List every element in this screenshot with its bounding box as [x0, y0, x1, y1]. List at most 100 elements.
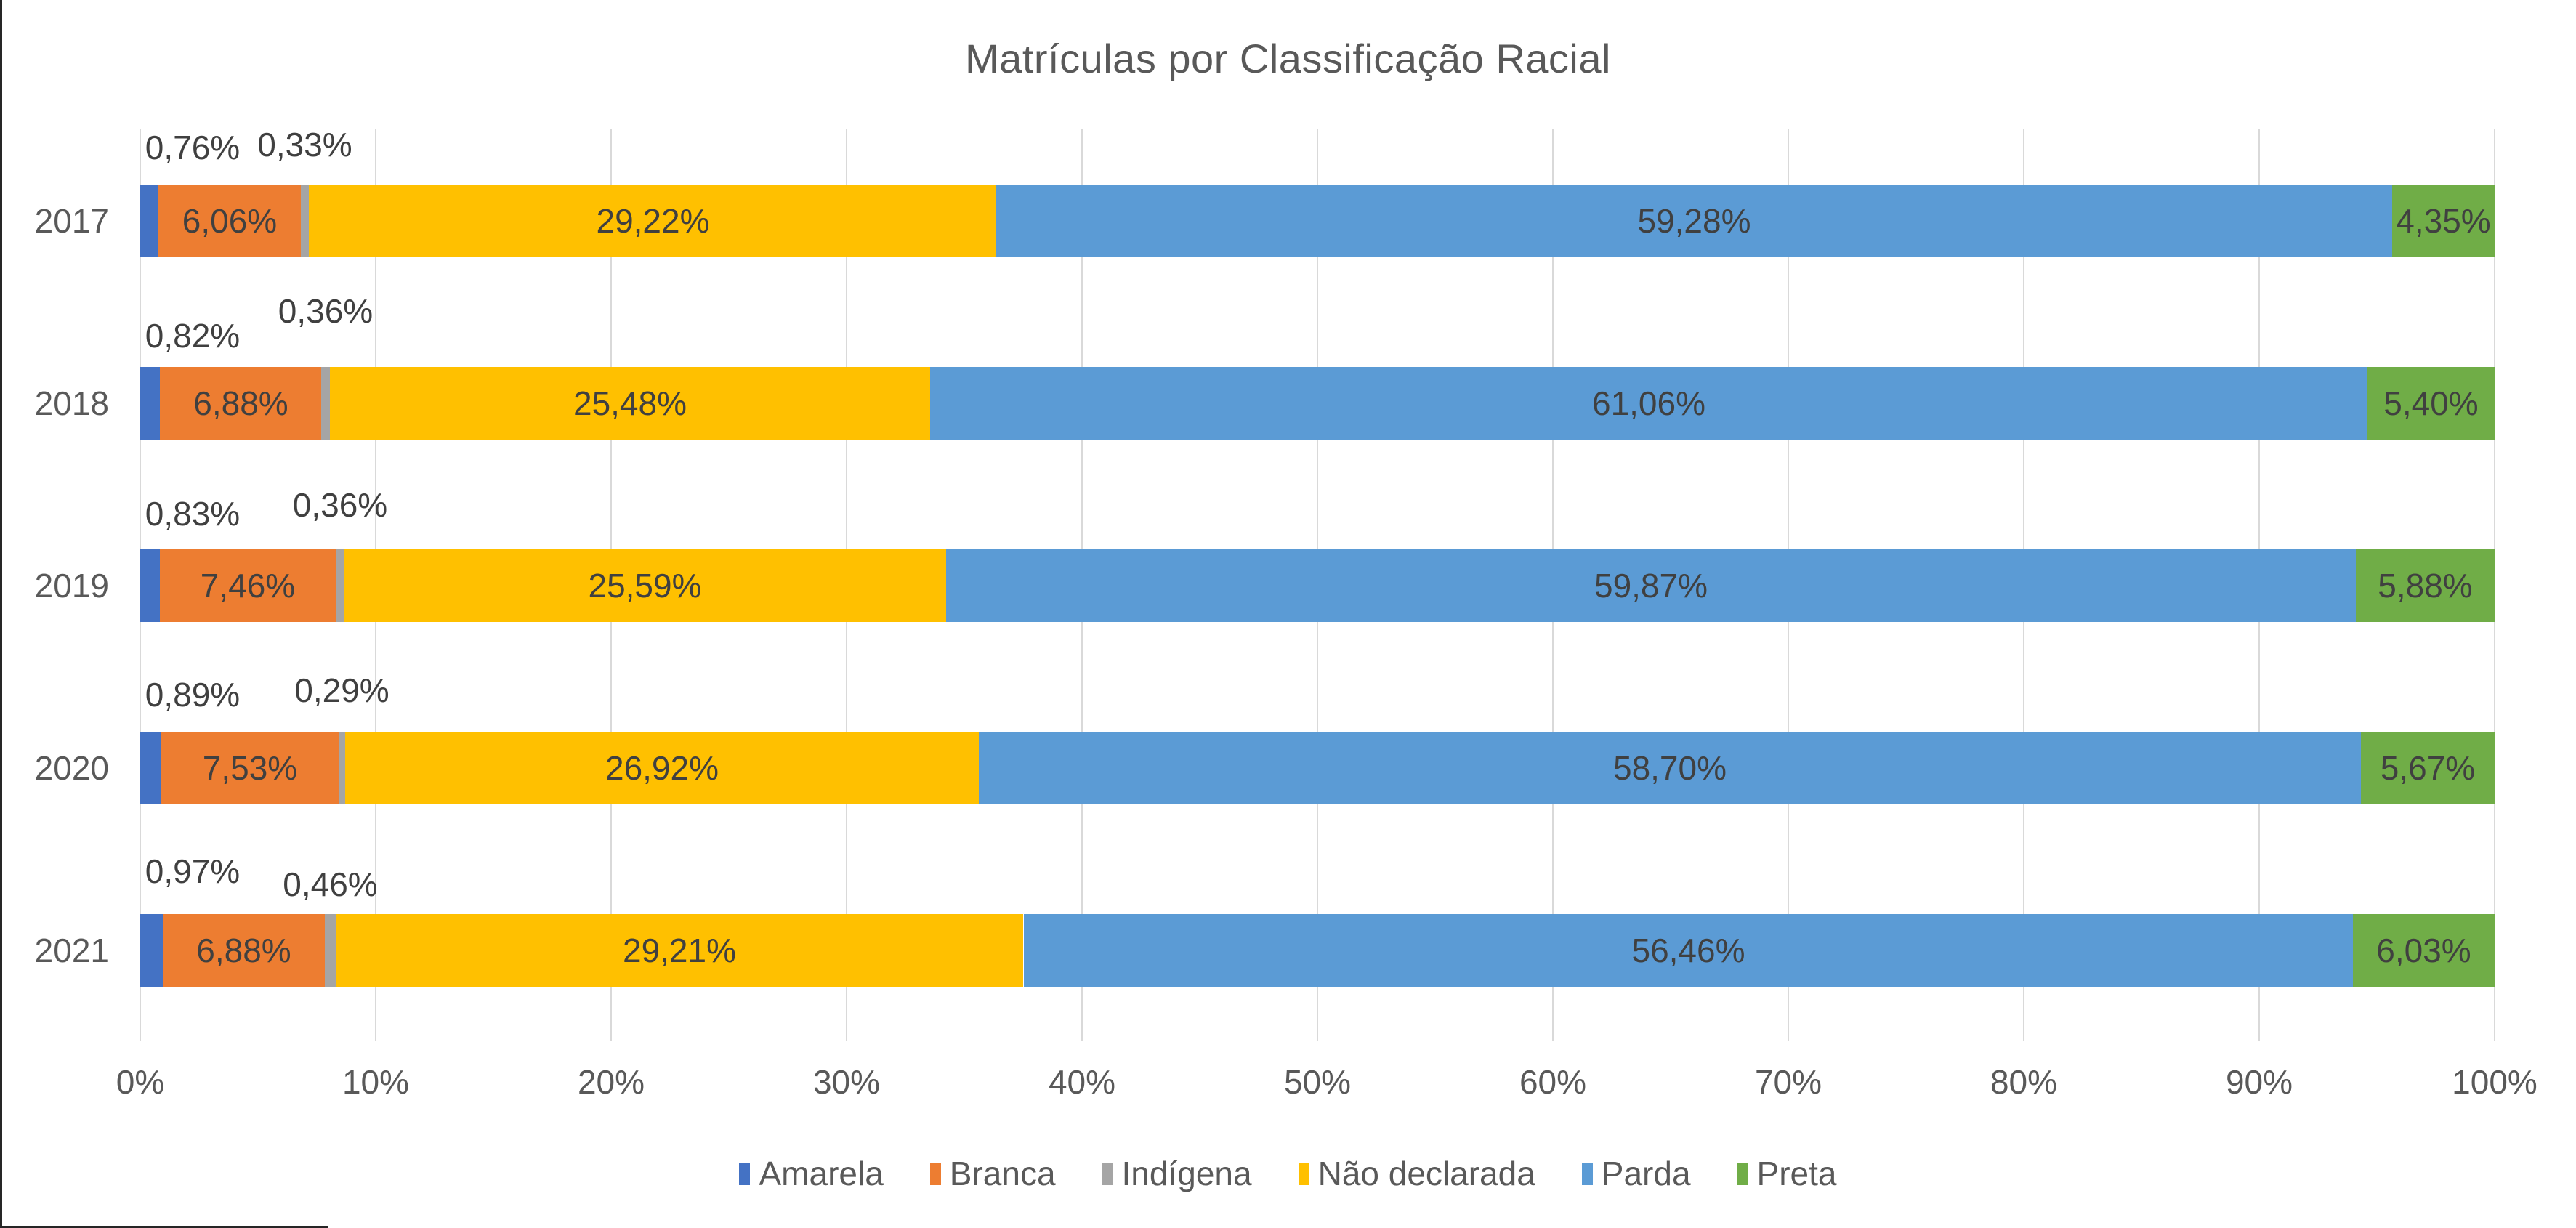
value-label-preta-2019: 5,88% — [2378, 567, 2473, 605]
legend-marker-indigena — [1102, 1162, 1113, 1185]
segment-nao-declarada-2019: 25,59% — [344, 549, 946, 622]
value-label-indigena-2018: 0,36% — [278, 292, 374, 330]
legend-item-parda: Parda — [1581, 1154, 1691, 1193]
x-tick-label: 50% — [1283, 1063, 1352, 1101]
segment-indigena-2018 — [321, 367, 330, 440]
legend-label-indigena: Indígena — [1121, 1155, 1252, 1192]
x-tick-label: 70% — [1754, 1063, 1822, 1101]
legend-label-parda: Parda — [1601, 1155, 1691, 1192]
segment-parda-2020: 58,70% — [979, 732, 2361, 804]
segment-parda-2017: 59,28% — [996, 185, 2392, 257]
category-label-2019: 2019 — [34, 567, 109, 605]
segment-amarela-2018 — [140, 367, 160, 440]
value-label-branca-2021: 6,88% — [196, 932, 291, 969]
segment-branca-2017: 6,06% — [158, 185, 301, 257]
value-label-preta-2021: 6,03% — [2376, 932, 2471, 969]
value-label-parda-2021: 56,46% — [1631, 932, 1745, 969]
x-tick-label: 20% — [577, 1063, 645, 1101]
segment-amarela-2020 — [140, 732, 161, 804]
window-edge-left — [0, 0, 2, 1228]
legend-item-indigena: Indígena — [1102, 1154, 1252, 1193]
value-label-parda-2019: 59,87% — [1594, 567, 1708, 605]
value-label-parda-2020: 58,70% — [1612, 749, 1727, 787]
segment-indigena-2017 — [301, 185, 309, 257]
category-label-2021: 2021 — [34, 932, 109, 969]
legend-item-amarela: Amarela — [739, 1154, 884, 1193]
x-tick-label: 80% — [1990, 1063, 2058, 1101]
chart-title: Matrículas por Classificação Racial — [965, 36, 1611, 81]
legend-marker-amarela — [739, 1162, 751, 1185]
segment-parda-2021: 56,46% — [1024, 914, 2353, 987]
value-label-amarela-2021: 0,97% — [145, 852, 241, 890]
segment-branca-2021: 6,88% — [163, 914, 325, 987]
value-label-nao-declarada-2020: 26,92% — [605, 749, 719, 787]
value-label-branca-2020: 7,53% — [202, 749, 298, 787]
value-label-amarela-2017: 0,76% — [145, 129, 241, 166]
legend-label-preta: Preta — [1756, 1155, 1837, 1192]
segment-indigena-2021 — [325, 914, 336, 987]
value-label-parda-2018: 61,06% — [1591, 384, 1705, 422]
segment-amarela-2017 — [140, 185, 158, 257]
legend-marker-branca — [929, 1162, 941, 1185]
value-label-indigena-2017: 0,33% — [257, 126, 352, 163]
x-tick-label: 60% — [1519, 1063, 1587, 1101]
segment-indigena-2020 — [339, 732, 345, 804]
x-tick-label: 90% — [2225, 1063, 2293, 1101]
legend-marker-parda — [1581, 1162, 1593, 1185]
segment-parda-2019: 59,87% — [946, 549, 2356, 622]
x-tick-label: 0% — [116, 1063, 165, 1101]
value-label-preta-2017: 4,35% — [2396, 202, 2491, 240]
x-tick-label: 10% — [342, 1063, 410, 1101]
legend: Amarela Branca Indígena Não declarada Parda P… — [0, 1154, 2576, 1193]
x-tick-label: 40% — [1048, 1063, 1116, 1101]
segment-branca-2019: 7,46% — [160, 549, 336, 622]
legend-item-preta: Preta — [1737, 1154, 1837, 1193]
value-label-parda-2017: 59,28% — [1637, 202, 1751, 240]
segment-nao-declarada-2020: 26,92% — [345, 732, 979, 804]
value-label-nao-declarada-2018: 25,48% — [573, 384, 687, 422]
legend-item-nao-declarada: Não declarada — [1298, 1154, 1535, 1193]
segment-preta-2020: 5,67% — [2361, 732, 2495, 804]
value-label-amarela-2020: 0,89% — [145, 676, 241, 714]
value-label-branca-2018: 6,88% — [193, 384, 288, 422]
segment-nao-declarada-2017: 29,22% — [309, 185, 997, 257]
value-label-amarela-2018: 0,82% — [145, 317, 241, 355]
x-tick-label: 100% — [2452, 1063, 2537, 1101]
value-label-nao-declarada-2017: 29,22% — [596, 202, 710, 240]
legend-marker-preta — [1737, 1162, 1748, 1185]
segment-nao-declarada-2018: 25,48% — [330, 367, 930, 440]
value-label-branca-2019: 7,46% — [200, 567, 296, 605]
value-label-nao-declarada-2021: 29,21% — [622, 932, 736, 969]
value-label-indigena-2019: 0,36% — [292, 486, 388, 524]
segment-preta-2019: 5,88% — [2356, 549, 2495, 622]
segment-indigena-2019 — [336, 549, 344, 622]
value-label-branca-2017: 6,06% — [182, 202, 278, 240]
category-label-2020: 2020 — [34, 749, 109, 787]
legend-label-amarela: Amarela — [759, 1155, 884, 1192]
segment-preta-2018: 5,40% — [2367, 367, 2495, 440]
value-label-amarela-2019: 0,83% — [145, 495, 241, 533]
segment-preta-2021: 6,03% — [2353, 914, 2495, 987]
gridline — [2494, 129, 2495, 1041]
legend-label-nao-declarada: Não declarada — [1317, 1155, 1535, 1192]
segment-amarela-2021 — [140, 914, 163, 987]
category-label-2018: 2018 — [34, 384, 109, 422]
window-edge-bottom — [0, 1226, 328, 1228]
segment-amarela-2019 — [140, 549, 160, 622]
segment-nao-declarada-2021: 29,21% — [336, 914, 1023, 987]
segment-parda-2018: 61,06% — [930, 367, 2367, 440]
value-label-indigena-2020: 0,29% — [294, 671, 389, 709]
category-label-2017: 2017 — [34, 202, 109, 240]
legend-item-branca: Branca — [929, 1154, 1056, 1193]
legend-marker-nao-declarada — [1298, 1162, 1309, 1185]
segment-branca-2020: 7,53% — [161, 732, 339, 804]
plot-area: 6,06% 29,22% 59,28% 4,35% 6,88% 25,48% 61,06% 5… — [140, 129, 2495, 1041]
legend-label-branca: Branca — [949, 1155, 1056, 1192]
segment-branca-2018: 6,88% — [160, 367, 322, 440]
value-label-preta-2018: 5,40% — [2383, 384, 2479, 422]
segment-preta-2017: 4,35% — [2392, 185, 2495, 257]
x-tick-label: 30% — [812, 1063, 881, 1101]
value-label-nao-declarada-2019: 25,59% — [588, 567, 702, 605]
value-label-indigena-2021: 0,46% — [283, 865, 378, 903]
